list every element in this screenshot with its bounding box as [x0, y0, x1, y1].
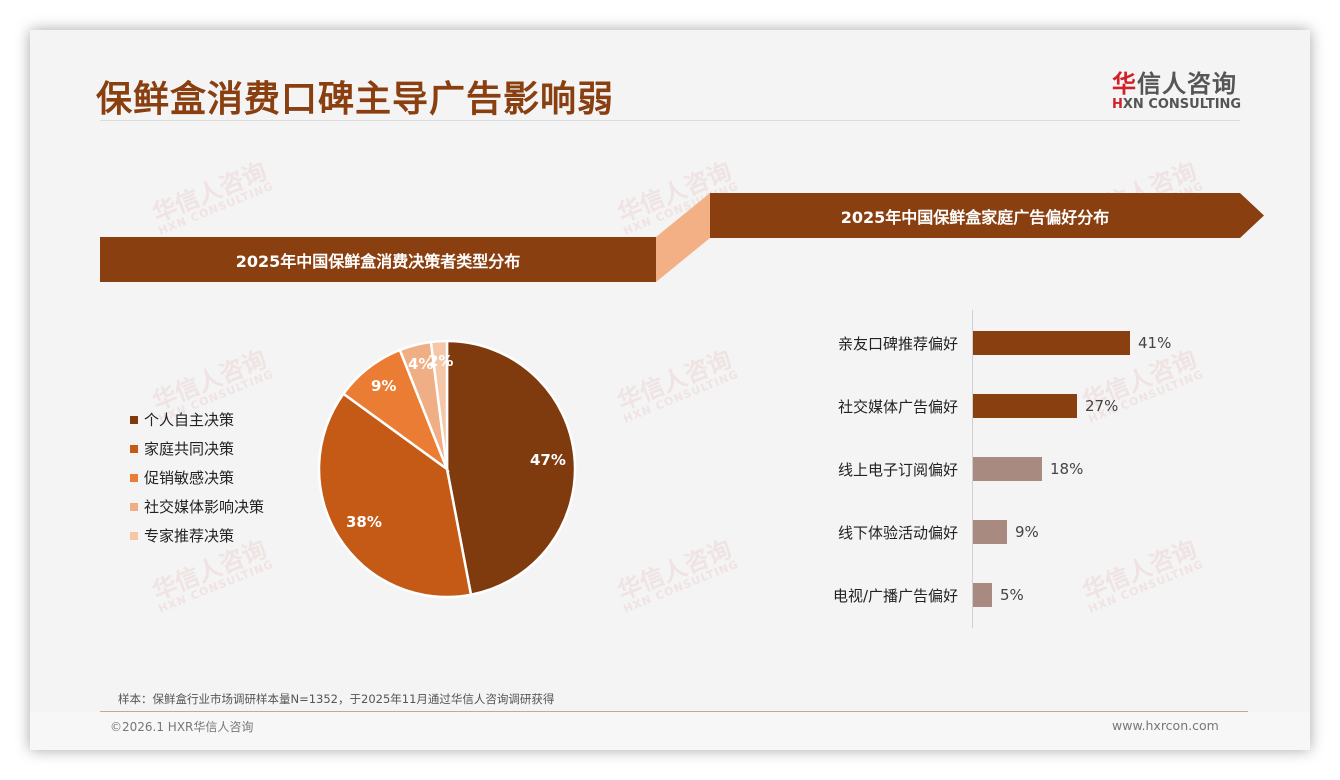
legend-swatch [130, 415, 138, 424]
legend-item: 个人自主决策 [130, 405, 264, 434]
legend-item: 促销敏感决策 [130, 463, 264, 492]
pie-label: 2% [428, 352, 454, 370]
sample-note: 样本：保鲜盒行业市场调研样本量N=1352，于2025年11月通过华信人咨询调研… [118, 692, 555, 706]
bar-row: 亲友口碑推荐偏好 41% [810, 331, 1171, 355]
bar-row: 社交媒体广告偏好 27% [810, 394, 1118, 418]
bar-label: 社交媒体广告偏好 [837, 397, 958, 416]
pie-legend: 个人自主决策 家庭共同决策 促销敏感决策 社交媒体影响决策 专家推荐决策 [130, 405, 264, 550]
slide: 华信人咨询 HXN CONSULTING 华信人咨询 HXN CONSULTING … [30, 30, 1310, 750]
bar-chart-title: 2025年中国保鲜盒家庭广告偏好分布 [840, 207, 1110, 227]
bar [973, 583, 992, 607]
pie-slice [317, 392, 473, 599]
pie-label: 38% [346, 513, 382, 531]
bar-value: 27% [1085, 397, 1119, 415]
legend-swatch [130, 444, 138, 453]
pie-chart-title-banner: 2025年中国保鲜盒消费决策者类型分布 [100, 237, 656, 282]
bar-value: 9% [1015, 523, 1039, 541]
bar [973, 394, 1077, 418]
company-logo: 华信人咨询 HXN CONSULTING [1112, 70, 1242, 112]
pie-label: 9% [371, 377, 397, 395]
pie-chart-title: 2025年中国保鲜盒消费决策者类型分布 [235, 251, 521, 271]
bar-value: 41% [1138, 334, 1172, 352]
bar-axis [972, 310, 973, 628]
legend-swatch [130, 473, 138, 482]
legend-item: 家庭共同决策 [130, 434, 264, 463]
bar-chart: 亲友口碑推荐偏好 41% 社交媒体广告偏好 27% 线上电子订阅偏好 18% 线… [810, 310, 1290, 630]
copyright: ©2026.1 HXR华信人咨询 [110, 720, 254, 734]
banner-connector [656, 193, 710, 282]
legend-swatch [130, 502, 138, 511]
bar-row: 电视/广播广告偏好 5% [810, 583, 1024, 607]
pie-label: 47% [530, 451, 566, 469]
page-title: 保鲜盒消费口碑主导广告影响弱 [96, 79, 615, 120]
legend-item: 社交媒体影响决策 [130, 492, 264, 521]
bar-label: 亲友口碑推荐偏好 [837, 334, 958, 353]
pie-slice [429, 339, 449, 470]
pie-slice [445, 339, 577, 597]
website-link[interactable]: www.hxrcon.com [1112, 718, 1219, 733]
legend-item: 专家推荐决策 [130, 521, 264, 550]
pie-chart [317, 339, 577, 599]
bar [973, 520, 1007, 544]
bar-row: 线下体验活动偏好 9% [810, 520, 1039, 544]
bar [973, 331, 1130, 355]
bar-label: 线下体验活动偏好 [837, 523, 958, 542]
bar-label: 电视/广播广告偏好 [832, 586, 958, 605]
pie-label: 4% [408, 355, 434, 373]
bar-row: 线上电子订阅偏好 18% [810, 457, 1083, 481]
bar [973, 457, 1042, 481]
footer-band [30, 712, 1310, 750]
title-divider [100, 120, 1240, 121]
bar-label: 线上电子订阅偏好 [837, 460, 958, 479]
footer-divider [100, 711, 1248, 712]
bar-value: 18% [1050, 460, 1084, 478]
bar-value: 5% [1000, 586, 1024, 604]
bar-chart-title-banner: 2025年中国保鲜盒家庭广告偏好分布 [710, 193, 1264, 238]
legend-swatch [130, 531, 138, 540]
